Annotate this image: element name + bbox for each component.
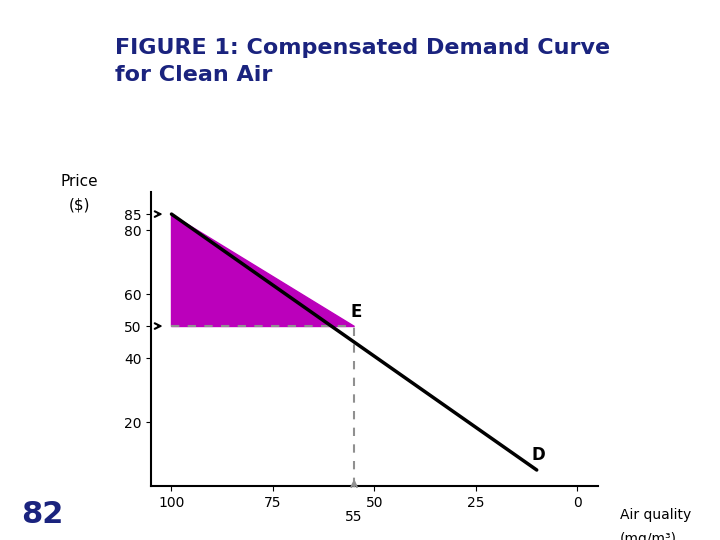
Text: (mg/m³): (mg/m³) bbox=[620, 532, 677, 540]
Text: FIGURE 1: Compensated Demand Curve
for Clean Air: FIGURE 1: Compensated Demand Curve for C… bbox=[115, 38, 611, 85]
Text: 82: 82 bbox=[22, 500, 64, 529]
Text: ($): ($) bbox=[69, 197, 91, 212]
Text: 55: 55 bbox=[346, 510, 363, 524]
Text: Price: Price bbox=[61, 174, 99, 189]
Text: D: D bbox=[531, 446, 545, 464]
Text: E: E bbox=[351, 303, 362, 321]
Text: Air quality: Air quality bbox=[620, 509, 691, 522]
Polygon shape bbox=[171, 214, 354, 326]
